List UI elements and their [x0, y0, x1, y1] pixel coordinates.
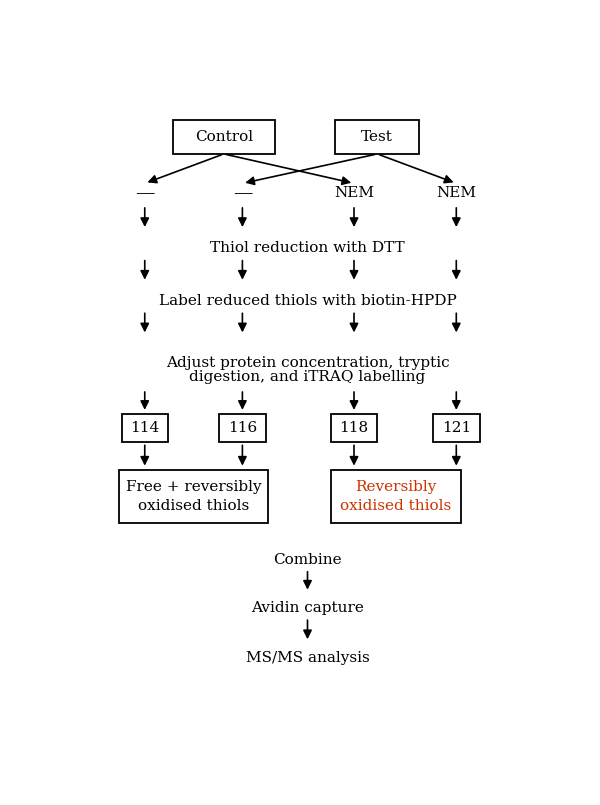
Text: Label reduced thiols with biotin-HPDP: Label reduced thiols with biotin-HPDP	[158, 294, 457, 308]
Bar	[219, 415, 266, 442]
Text: Free + reversibly: Free + reversibly	[126, 480, 262, 494]
Bar	[121, 415, 168, 442]
Text: MS/MS analysis: MS/MS analysis	[245, 650, 370, 665]
Text: 116: 116	[228, 421, 257, 436]
Text: Control: Control	[195, 130, 253, 144]
Text: —: —	[233, 184, 252, 202]
Text: oxidised thiols: oxidised thiols	[138, 499, 249, 513]
Text: NEM: NEM	[436, 186, 476, 200]
Text: NEM: NEM	[334, 186, 374, 200]
Text: Reversibly: Reversibly	[355, 480, 437, 494]
Bar	[331, 415, 377, 442]
Text: 114: 114	[130, 421, 160, 436]
Bar	[433, 415, 479, 442]
Text: Thiol reduction with DTT: Thiol reduction with DTT	[210, 242, 405, 255]
Bar	[173, 120, 275, 154]
Text: 118: 118	[340, 421, 368, 436]
Bar	[335, 120, 419, 154]
Text: Adjust protein concentration, tryptic: Adjust protein concentration, tryptic	[166, 356, 449, 370]
Bar	[331, 470, 461, 522]
Text: Test: Test	[361, 130, 393, 144]
Text: Avidin capture: Avidin capture	[251, 601, 364, 615]
Text: Combine: Combine	[273, 553, 342, 568]
Text: 121: 121	[442, 421, 471, 436]
Text: oxidised thiols: oxidised thiols	[340, 499, 451, 513]
Text: —: —	[135, 184, 155, 202]
Bar	[119, 470, 268, 522]
Text: digestion, and iTRAQ labelling: digestion, and iTRAQ labelling	[190, 369, 425, 384]
